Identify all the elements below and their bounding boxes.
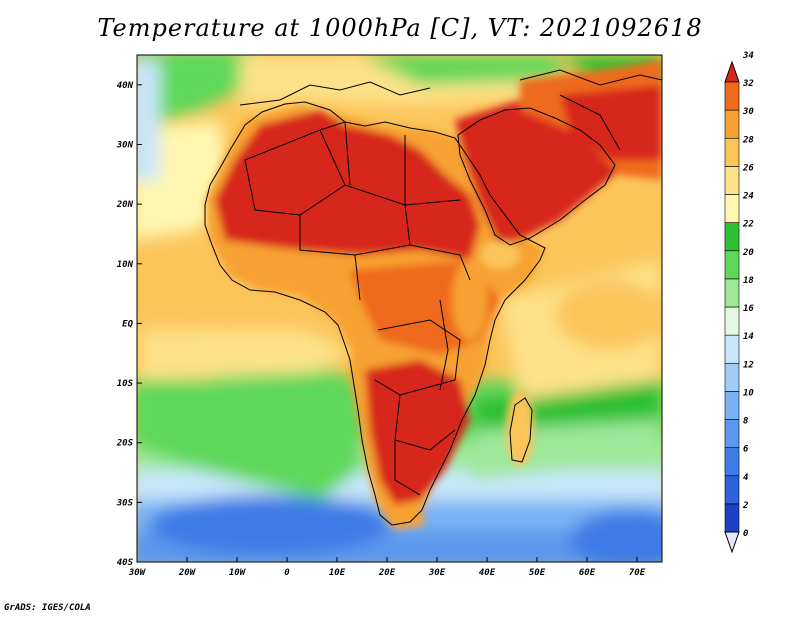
- x-tick-label: 10W: [229, 568, 247, 578]
- colorbar-label: 34: [742, 51, 754, 61]
- colorbar-label: 26: [742, 163, 754, 173]
- temperature-field: [137, 55, 662, 562]
- colorbar-swatch: [724, 250, 740, 280]
- y-tick-label: 40N: [117, 81, 134, 91]
- x-tick-label: 50E: [529, 568, 546, 578]
- x-tick-label: 0: [284, 568, 290, 578]
- y-tick-label: 40S: [117, 558, 134, 568]
- colorbar-swatch: [724, 306, 740, 336]
- colorbar-label: 12: [743, 360, 754, 370]
- colorbar-swatch: [724, 81, 740, 111]
- y-tick-label: 20N: [116, 200, 134, 210]
- y-tick-label: 10S: [117, 379, 134, 389]
- colorbar-swatch: [724, 222, 740, 252]
- colorbar-label: 0: [743, 529, 749, 539]
- colorbar-swatch: [724, 194, 740, 223]
- grads-credit: GrADS: IGES/COLA: [4, 603, 91, 613]
- x-tick-label: 60E: [579, 568, 596, 578]
- colorbar-swatch: [724, 278, 740, 308]
- colorbar-swatch: [724, 503, 740, 533]
- colorbar-label: 28: [742, 135, 754, 145]
- colorbar-swatch: [724, 137, 740, 167]
- colorbar-label: 24: [742, 192, 754, 202]
- colorbar-swatch: [724, 475, 740, 505]
- colorbar-swatch: [724, 447, 740, 477]
- colorbar-swatch: [724, 166, 740, 195]
- colorbar-swatch: [724, 109, 740, 139]
- y-tick-label: 10N: [117, 260, 134, 270]
- x-tick-label: 30E: [428, 568, 446, 578]
- colorbar-label: 16: [743, 304, 754, 314]
- x-tick-label: 10E: [329, 568, 346, 578]
- colorbar-swatch: [724, 334, 740, 364]
- coastlines: [204, 69, 662, 526]
- colorbar-label: 20: [742, 248, 754, 258]
- y-tick-label: EQ: [122, 319, 133, 329]
- colorbar-label: 22: [742, 220, 754, 230]
- colorbar-label: 4: [743, 473, 748, 483]
- colorbar-swatch: [724, 391, 740, 420]
- y-tick-label: 30N: [116, 140, 134, 150]
- x-tick-label: 30W: [128, 568, 147, 578]
- colorbar-swatch: [724, 419, 740, 448]
- map-frame: [136, 54, 663, 563]
- x-tick-label: 70E: [629, 568, 646, 578]
- y-tick-label: 30S: [116, 498, 134, 508]
- x-tick-label: 20W: [178, 568, 197, 578]
- colorbar-extend-min: [724, 531, 740, 554]
- x-tick-label: 20E: [378, 568, 396, 578]
- colorbar-label: 30: [742, 107, 754, 117]
- y-axis: 40N 30N 20N 10N EQ 10S 20S 30S 40S: [116, 81, 142, 568]
- colorbar-label: 18: [743, 276, 754, 286]
- colorbar-swatch: [724, 362, 740, 392]
- x-tick-label: 40E: [479, 568, 496, 578]
- colorbar-label: 8: [743, 417, 748, 427]
- colorbar-extend-max: [724, 60, 740, 83]
- colorbar-label: 2: [742, 501, 748, 511]
- colorbar-label: 32: [742, 79, 754, 89]
- colorbar-label: 10: [743, 388, 754, 398]
- chart-title: Temperature at 1000hPa [C], VT: 20210926…: [97, 14, 703, 42]
- colorbar-label: 14: [743, 332, 754, 342]
- colorbar-label: 6: [743, 445, 749, 455]
- y-tick-label: 20S: [116, 439, 134, 449]
- x-axis: 30W 20W 10W 0 10E 20E 30E 40E 50E 60E 70E: [128, 557, 646, 578]
